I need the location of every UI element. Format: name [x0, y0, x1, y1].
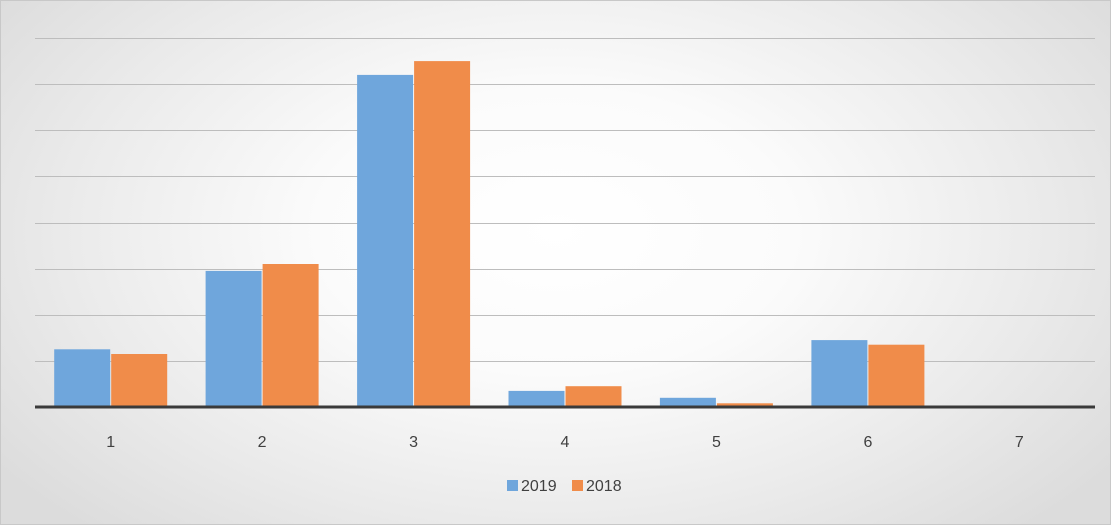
bar-2018-cat-2	[262, 264, 319, 407]
x-tick-label-3: 3	[409, 434, 418, 451]
bar-2019-cat-4	[508, 390, 565, 407]
bar-2018-cat-1	[111, 354, 168, 407]
bar-2018-cat-3	[414, 61, 471, 407]
legend: 2019 2018	[507, 478, 622, 495]
legend-item-2018: 2018	[572, 478, 622, 495]
bar-2018-cat-6	[868, 344, 925, 407]
gridlines	[35, 38, 1095, 362]
legend-label-2019: 2019	[521, 478, 557, 495]
x-tick-label-1: 1	[106, 434, 115, 451]
bar-2019-cat-3	[357, 74, 414, 408]
bar-2019-cat-5	[659, 397, 716, 407]
x-axis-tick-labels: 1 2 3 4 5 6 7	[106, 434, 1024, 451]
legend-swatch-2018	[572, 480, 583, 491]
legend-label-2018: 2018	[586, 478, 622, 495]
x-tick-label-7: 7	[1015, 434, 1024, 451]
bar-2018-cat-5	[716, 403, 773, 407]
bar-2018-cat-4	[565, 386, 622, 407]
bar-2019-cat-1	[54, 349, 111, 407]
bars	[54, 61, 925, 408]
legend-swatch-2019	[507, 480, 518, 491]
bar-2019-cat-6	[811, 340, 868, 407]
x-tick-label-5: 5	[712, 434, 721, 451]
x-tick-label-6: 6	[863, 434, 872, 451]
x-tick-label-4: 4	[561, 434, 570, 451]
bar-2019-cat-2	[205, 270, 262, 407]
legend-item-2019: 2019	[507, 478, 557, 495]
x-tick-label-2: 2	[258, 434, 267, 451]
